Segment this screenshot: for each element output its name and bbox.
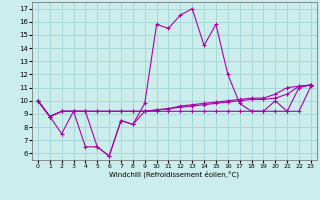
X-axis label: Windchill (Refroidissement éolien,°C): Windchill (Refroidissement éolien,°C) [109,171,239,178]
